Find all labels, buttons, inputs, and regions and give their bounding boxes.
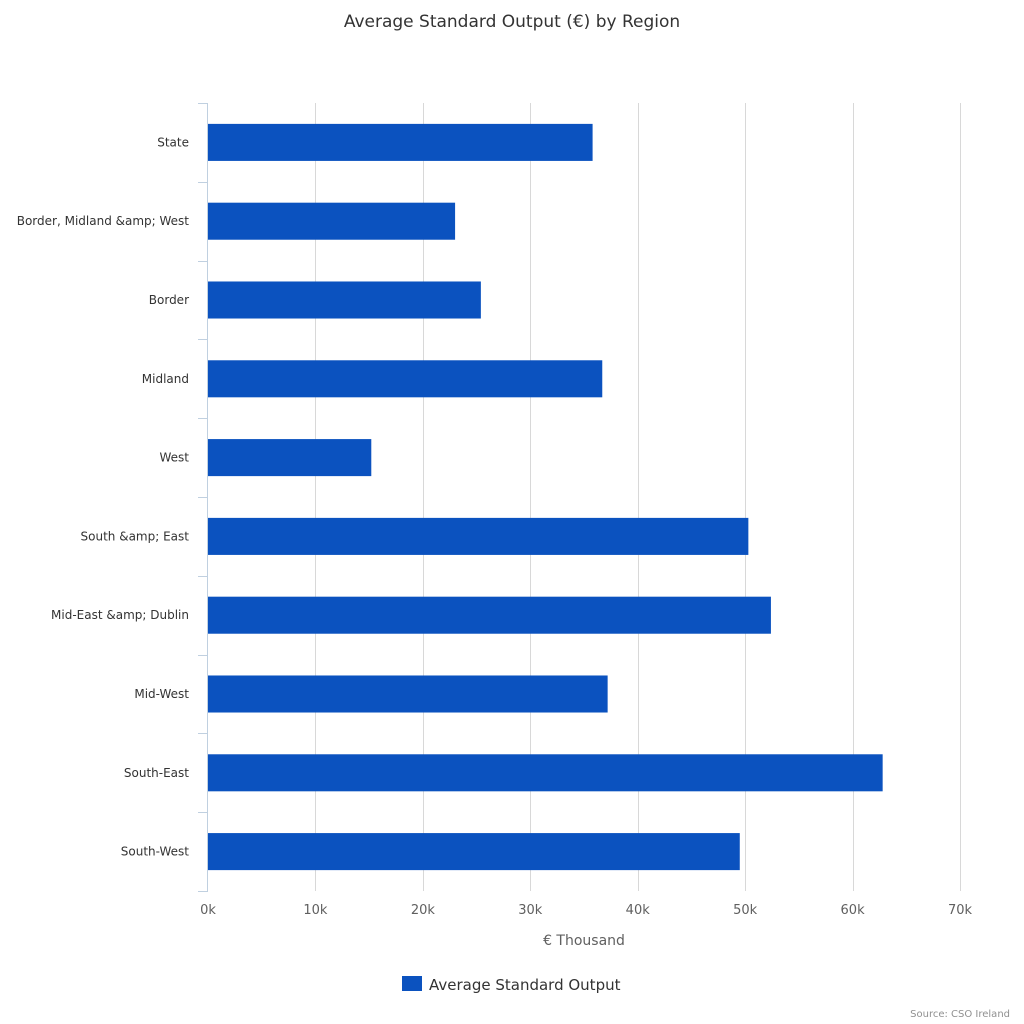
tick-label: 70k: [948, 903, 973, 918]
legend-label[interactable]: Average Standard Output: [429, 976, 621, 994]
bar[interactable]: [208, 754, 883, 792]
bar[interactable]: [208, 202, 456, 240]
category-label: Mid-West: [134, 687, 189, 701]
category-label: South-West: [121, 845, 190, 859]
tick-label: 30k: [518, 903, 543, 918]
x-axis-title: € Thousand: [543, 933, 625, 949]
category-label: State: [157, 135, 189, 149]
category-label: Border: [149, 293, 189, 307]
category-label: Mid-East &amp; Dublin: [51, 608, 189, 622]
category-label: South-East: [124, 766, 189, 780]
bar[interactable]: [208, 833, 740, 871]
legend[interactable]: Average Standard Output: [402, 976, 621, 994]
bar[interactable]: [208, 517, 749, 555]
tick-label: 40k: [626, 903, 651, 918]
category-label: South &amp; East: [81, 529, 190, 543]
bar[interactable]: [208, 675, 608, 713]
chart-title: Average Standard Output (€) by Region: [344, 12, 680, 32]
bar-series: [208, 123, 883, 871]
tick-label: 20k: [411, 903, 436, 918]
source-credit[interactable]: Source: CSO Ireland: [910, 1009, 1010, 1020]
category-label: Midland: [142, 372, 189, 386]
tick-label: 60k: [841, 903, 866, 918]
legend-swatch[interactable]: [402, 976, 422, 991]
bar[interactable]: [208, 123, 593, 161]
bar[interactable]: [208, 596, 771, 634]
tick-label: 50k: [733, 903, 758, 918]
tick-label: 10k: [303, 903, 328, 918]
category-label: West: [159, 451, 189, 465]
bar[interactable]: [208, 360, 603, 398]
category-axis: State Border, Midland &amp; West Border Mid…: [17, 103, 208, 892]
value-axis-tick-labels: 0k 10k 20k 30k 40k 50k 60k 70k: [200, 903, 972, 918]
bar[interactable]: [208, 439, 372, 477]
tick-label: 0k: [200, 903, 216, 918]
category-label: Border, Midland &amp; West: [17, 214, 190, 228]
bar[interactable]: [208, 281, 481, 319]
